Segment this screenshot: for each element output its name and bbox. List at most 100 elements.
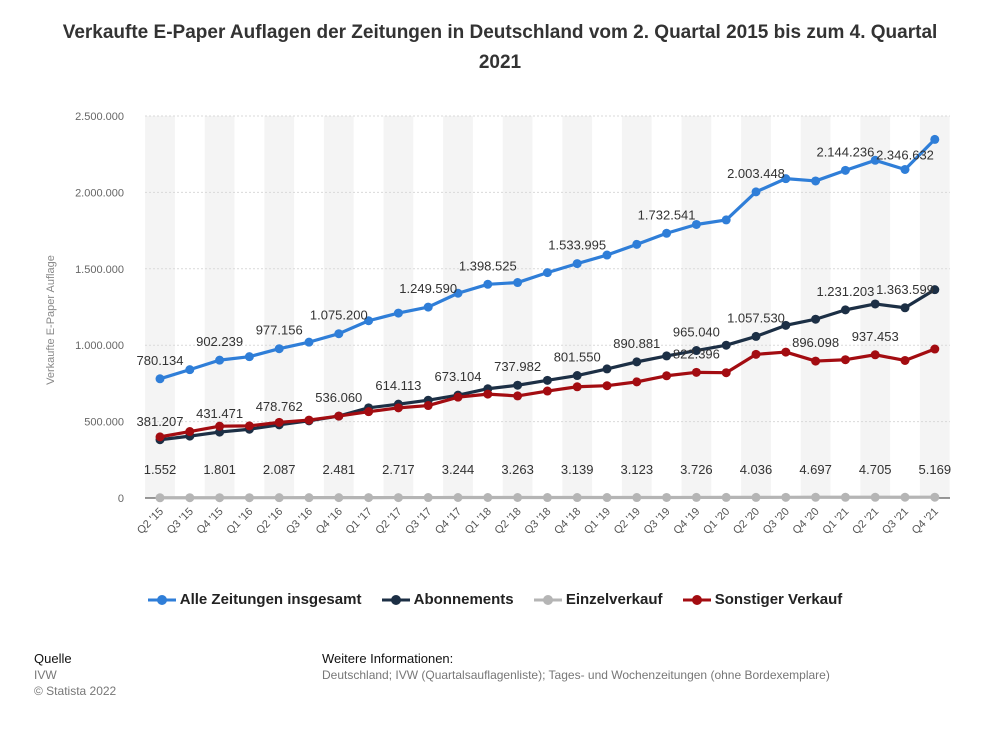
data-point[interactable] [453,288,463,298]
data-point[interactable] [840,165,850,175]
data-point[interactable] [513,278,523,288]
data-point[interactable] [811,356,821,366]
data-point[interactable] [215,355,225,365]
data-point[interactable] [721,368,731,378]
data-point[interactable] [334,411,344,421]
data-point[interactable] [691,219,701,229]
data-point[interactable] [691,367,701,377]
data-point[interactable] [632,493,642,503]
data-point[interactable] [751,349,761,359]
data-point[interactable] [453,493,463,503]
data-point[interactable] [602,381,612,391]
data-point[interactable] [393,308,403,318]
data-point[interactable] [900,355,910,365]
data-point[interactable] [304,415,314,425]
data-point[interactable] [513,391,523,401]
data-point[interactable] [274,493,284,503]
data-point[interactable] [900,164,910,174]
legend-item-einzelverkauf[interactable]: Einzelverkauf [533,591,663,608]
data-point[interactable] [781,174,791,184]
data-point[interactable] [900,303,910,313]
data-point[interactable] [155,432,165,442]
data-point[interactable] [483,279,493,289]
data-point[interactable] [393,403,403,413]
data-point[interactable] [185,365,195,375]
data-point[interactable] [244,493,254,503]
data-point[interactable] [572,493,582,503]
data-point[interactable] [930,285,940,295]
data-point[interactable] [572,382,582,392]
data-point[interactable] [602,493,612,503]
data-point[interactable] [691,492,701,502]
data-point[interactable] [364,407,374,417]
legend-item-sonstiger[interactable]: Sonstiger Verkauf [682,591,842,608]
data-point[interactable] [542,493,552,503]
data-point[interactable] [215,493,225,503]
data-point[interactable] [751,492,761,502]
data-point[interactable] [870,299,880,309]
data-point[interactable] [423,493,433,503]
data-point[interactable] [781,347,791,357]
data-point[interactable] [840,305,850,315]
data-point[interactable] [185,493,195,503]
data-point[interactable] [811,314,821,324]
data-point[interactable] [185,427,195,437]
data-point[interactable] [334,493,344,503]
data-point[interactable] [542,268,552,278]
data-point[interactable] [632,377,642,387]
data-point[interactable] [542,375,552,385]
data-point[interactable] [483,389,493,399]
data-point[interactable] [930,344,940,354]
data-point[interactable] [155,374,165,384]
data-point[interactable] [662,351,672,361]
data-point[interactable] [542,386,552,396]
data-point[interactable] [840,492,850,502]
data-point[interactable] [334,329,344,339]
data-point[interactable] [870,350,880,360]
copyright[interactable]: © Statista 2022 [34,684,117,698]
data-point[interactable] [930,134,940,144]
data-point[interactable] [632,239,642,249]
data-point[interactable] [304,337,314,347]
data-point[interactable] [751,187,761,197]
data-point[interactable] [513,380,523,390]
data-point[interactable] [781,320,791,330]
data-point[interactable] [393,493,403,503]
data-point[interactable] [244,352,254,362]
data-point[interactable] [155,493,165,503]
data-point[interactable] [840,355,850,365]
data-point[interactable] [870,492,880,502]
data-point[interactable] [811,176,821,186]
data-point[interactable] [304,493,314,503]
data-point[interactable] [721,340,731,350]
data-point[interactable] [900,492,910,502]
data-point[interactable] [483,493,493,503]
data-point[interactable] [662,228,672,238]
source-line[interactable]: IVW [34,668,57,682]
data-point[interactable] [811,492,821,502]
data-point[interactable] [662,492,672,502]
data-point[interactable] [572,259,582,269]
legend-item-alle[interactable]: Alle Zeitungen insgesamt [147,591,361,608]
data-point[interactable] [751,331,761,341]
data-point[interactable] [691,346,701,356]
data-point[interactable] [602,364,612,374]
data-point[interactable] [364,493,374,503]
data-point[interactable] [721,492,731,502]
data-point[interactable] [662,371,672,381]
data-point[interactable] [244,421,254,431]
data-point[interactable] [364,316,374,326]
data-point[interactable] [721,215,731,225]
data-point[interactable] [215,421,225,431]
data-point[interactable] [602,250,612,260]
data-point[interactable] [572,371,582,381]
data-point[interactable] [274,417,284,427]
data-point[interactable] [423,401,433,411]
data-point[interactable] [930,492,940,502]
data-point[interactable] [781,492,791,502]
data-point[interactable] [274,344,284,354]
legend-item-abonnements[interactable]: Abonnements [381,591,514,608]
data-point[interactable] [423,302,433,312]
data-point[interactable] [632,357,642,367]
data-point[interactable] [453,392,463,402]
